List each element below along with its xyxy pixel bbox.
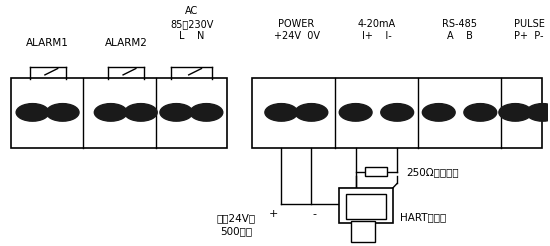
Text: POWER
+24V  0V: POWER +24V 0V — [273, 19, 320, 41]
Ellipse shape — [381, 104, 414, 121]
Bar — [11, 78, 227, 148]
Ellipse shape — [124, 104, 157, 121]
Text: 直浑24V，
500毫安: 直浑24V， 500毫安 — [217, 214, 256, 236]
Bar — [339, 188, 393, 223]
Text: +: + — [269, 209, 278, 219]
Bar — [252, 78, 542, 148]
Ellipse shape — [422, 104, 455, 121]
Bar — [346, 194, 386, 219]
Ellipse shape — [499, 104, 532, 121]
Text: 4-20mA
I+    I-: 4-20mA I+ I- — [358, 19, 395, 41]
Bar — [351, 221, 375, 242]
Ellipse shape — [339, 104, 372, 121]
Ellipse shape — [46, 104, 79, 121]
Ellipse shape — [95, 104, 127, 121]
Ellipse shape — [295, 104, 328, 121]
Text: 250Ω采样电阵: 250Ω采样电阵 — [406, 167, 459, 177]
Ellipse shape — [190, 104, 223, 121]
Text: ALARM2: ALARM2 — [104, 38, 147, 48]
Text: RS-485
A    B: RS-485 A B — [442, 19, 477, 41]
Ellipse shape — [16, 104, 49, 121]
Bar — [366, 167, 387, 176]
Text: -: - — [312, 209, 316, 219]
Text: PULSE
P+  P-: PULSE P+ P- — [514, 19, 544, 41]
Ellipse shape — [265, 104, 298, 121]
Ellipse shape — [160, 104, 192, 121]
Text: ALARM1: ALARM1 — [26, 38, 69, 48]
Ellipse shape — [526, 104, 550, 121]
Text: HART手操器: HART手操器 — [400, 212, 447, 222]
Text: AC
85～230V
L    N: AC 85～230V L N — [170, 6, 213, 41]
Ellipse shape — [464, 104, 497, 121]
